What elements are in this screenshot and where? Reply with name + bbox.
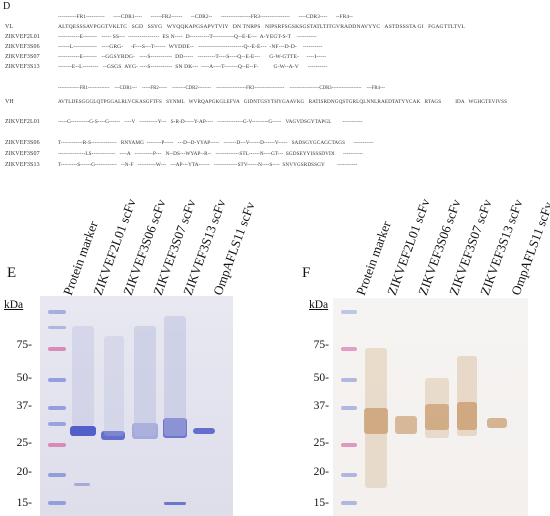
panel-e-letter: E [7, 265, 17, 281]
marker-label-50: 50- [313, 372, 329, 384]
blot-band [364, 408, 388, 434]
gel-band [70, 426, 96, 436]
gel-band [48, 378, 66, 382]
light-chain-region-header: ----------FR1---------- ----CDR1---- ---… [58, 14, 353, 20]
heavy-chain-row-name: ZIKVEF3S06 [5, 140, 40, 146]
marker-label-75: 75- [16, 339, 32, 351]
blot-band [395, 416, 417, 434]
heavy-chain-row-name: ZIKVEF2L01 [5, 119, 40, 125]
panel-d-letter: D [3, 1, 11, 12]
blot-band [341, 406, 357, 410]
coomassie-gel-image [40, 296, 233, 516]
blot-band [341, 501, 357, 505]
light-chain-row-seq: ALTQESSSAVPGGTVKLTC SGD SSYG WYQQKAPGSAP… [58, 24, 465, 30]
marker-label-50: 50- [16, 372, 32, 384]
light-chain-row-name: ZIKVEF3S13 [5, 64, 40, 70]
gel-band [132, 423, 158, 439]
gel-band [193, 428, 215, 434]
gel-smear [104, 336, 124, 436]
gel-band [48, 501, 66, 505]
blot-band [341, 443, 357, 447]
heavy-chain-row-seq: AVTLDESGGGLQTPGGALRLVCKASGFTFS SYNML WVR… [58, 99, 508, 105]
light-chain-row-name: VL [5, 24, 14, 30]
gel-band [74, 483, 90, 486]
heavy-chain-row-name: ZIKVEF3S13 [5, 162, 40, 168]
heavy-chain-row-name: VH [5, 99, 14, 105]
heavy-chain-region-header: -------------FR1------------- ---CDR1---… [58, 86, 386, 91]
heavy-chain-row-seq: ---------------LS------------- ----A ---… [58, 151, 364, 157]
heavy-chain-row-seq: T---------S------G------------ --N-F ---… [58, 162, 358, 168]
light-chain-row-seq: -----------E------- --GGSYRDG- ----S----… [58, 54, 327, 60]
light-chain-row-seq: ------L------------ ----GRG- -F---S---T-… [58, 44, 323, 50]
marker-label-25: 25- [313, 437, 329, 449]
gel-band [48, 347, 66, 351]
light-chain-row-name: ZIKVEF2L01 [5, 34, 40, 40]
gel-smear [72, 326, 94, 426]
gel-band [163, 418, 187, 438]
gel-band [48, 406, 66, 410]
blot-band [341, 473, 357, 477]
western-blot-image [333, 298, 528, 516]
marker-label-37: 37- [16, 400, 32, 412]
light-chain-row-seq: -------E--L-------- --GSGS AYG- ----S---… [58, 64, 328, 70]
light-chain-row-name: ZIKVEF3S06 [5, 44, 40, 50]
blot-band [487, 418, 507, 428]
heavy-chain-row-seq: T------------R-S-------------- RNYAMG --… [58, 140, 374, 146]
marker-label-15: 15- [313, 497, 329, 509]
gel-band [48, 422, 66, 426]
panel-f-letter: F [302, 265, 311, 281]
blot-band [341, 347, 357, 351]
marker-label-37: 37- [313, 400, 329, 412]
light-chain-row-seq: -----------E------- ----- SS--- --------… [58, 34, 317, 40]
light-chain-row-name: ZIKVEF3S07 [5, 54, 40, 60]
gel-band [48, 473, 66, 477]
gel-band [48, 443, 66, 447]
gel-band [48, 310, 66, 314]
marker-label-20: 20- [313, 466, 329, 478]
blot-band [425, 404, 449, 430]
marker-label-75: 75- [313, 339, 329, 351]
heavy-chain-row-name: ZIKVEF3S07 [5, 151, 40, 157]
blot-band [457, 402, 477, 430]
gel-band [101, 431, 125, 440]
marker-label-15: 15- [16, 497, 32, 509]
gel-smear [164, 316, 186, 436]
kda-axis-title: kDa [309, 299, 329, 311]
heavy-chain-row-seq: -----G----------G-S----G------ ----V ---… [58, 119, 363, 125]
gel-band [164, 502, 186, 505]
blot-band [341, 378, 357, 382]
marker-label-25: 25- [16, 437, 32, 449]
gel-smear [134, 326, 156, 436]
blot-band [341, 310, 357, 314]
kda-axis-title: kDa [4, 299, 24, 311]
gel-band [48, 326, 66, 329]
marker-label-20: 20- [16, 466, 32, 478]
